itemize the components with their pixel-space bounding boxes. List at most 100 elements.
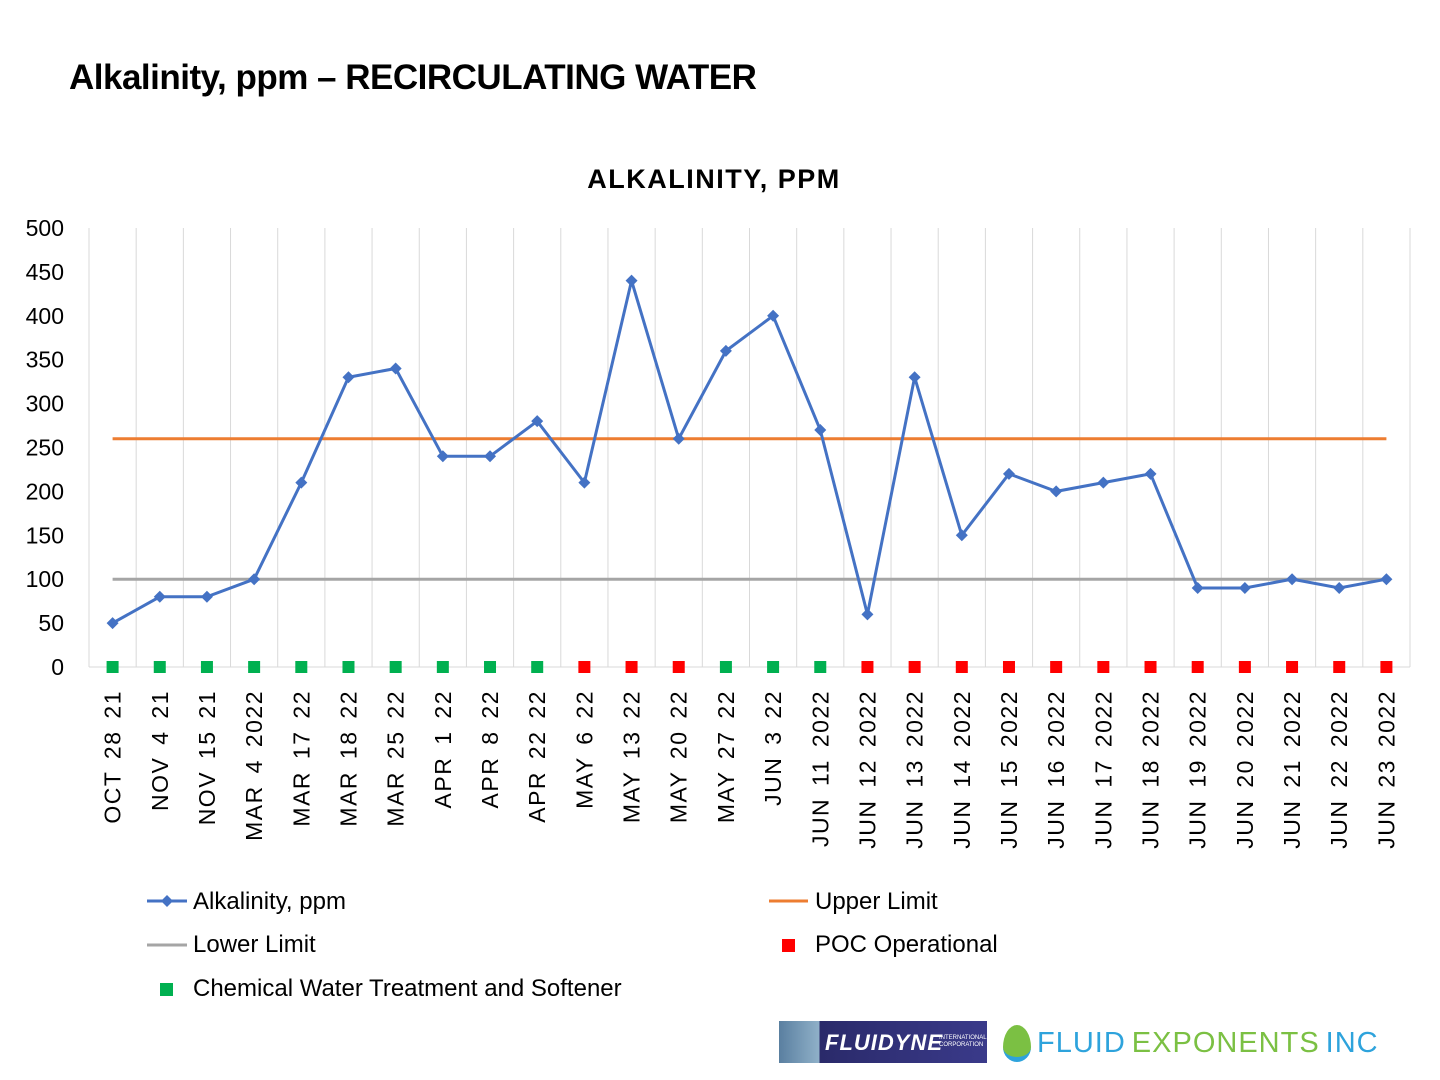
alkalinity-point xyxy=(248,573,261,586)
fluidyne-logo: FLUIDYNE INTERNATIONAL CORPORATION xyxy=(779,1021,987,1063)
chemical-treatment-marker xyxy=(389,661,402,673)
chemical-treatment-marker xyxy=(248,661,261,673)
y-tick-label: 450 xyxy=(26,259,64,285)
x-tick-label: MAY 20 22 xyxy=(666,690,692,823)
x-tick-label: JUN 12 2022 xyxy=(854,690,880,849)
x-tick-label: JUN 19 2022 xyxy=(1185,690,1211,849)
poc-operational-marker xyxy=(1238,661,1251,673)
water-drop-icon xyxy=(1003,1024,1031,1062)
logo-word-2: EXPONENTS xyxy=(1131,1026,1320,1059)
x-tick-label: JUN 16 2022 xyxy=(1043,690,1069,849)
chart-title: ALKALINITY, PPM xyxy=(587,164,841,194)
x-tick-label: MAR 4 2022 xyxy=(241,690,267,841)
chemical-treatment-marker xyxy=(342,661,355,673)
alkalinity-point xyxy=(955,529,968,542)
x-tick-label: JUN 22 2022 xyxy=(1326,690,1352,849)
x-tick-label: MAY 27 22 xyxy=(713,690,739,823)
fluidyne-logo-sub: INTERNATIONAL CORPORATION xyxy=(939,1035,987,1048)
alkalinity-point xyxy=(1191,581,1204,594)
alkalinity-point xyxy=(719,344,732,357)
y-tick-label: 0 xyxy=(51,654,64,680)
alkalinity-point xyxy=(1333,581,1346,594)
y-tick-label: 150 xyxy=(26,522,64,548)
y-tick-label: 50 xyxy=(38,610,64,636)
y-tick-label: 200 xyxy=(26,478,64,504)
x-tick-label: JUN 11 2022 xyxy=(807,690,833,847)
y-tick-label: 250 xyxy=(26,435,64,461)
x-tick-label: APR 1 22 xyxy=(430,690,456,808)
x-tick-label: MAR 25 22 xyxy=(383,690,409,827)
alkalinity-point xyxy=(200,590,213,603)
legend-poc-label: POC Operational xyxy=(815,931,998,958)
y-tick-label: 350 xyxy=(26,347,64,373)
x-tick-label: JUN 17 2022 xyxy=(1090,690,1116,849)
y-tick-label: 400 xyxy=(26,303,64,329)
legend-lower-label: Lower Limit xyxy=(193,931,316,958)
alkalinity-point xyxy=(342,371,355,384)
x-tick-label: APR 22 22 xyxy=(524,690,550,823)
x-tick-label: JUN 14 2022 xyxy=(949,690,975,849)
alkalinity-point xyxy=(672,432,685,445)
chemical-treatment-marker xyxy=(200,661,213,673)
alkalinity-point xyxy=(436,450,449,463)
poc-operational-marker xyxy=(1333,661,1346,673)
chemical-treatment-marker xyxy=(531,661,544,673)
alkalinity-point xyxy=(1144,467,1157,480)
alkalinity-point xyxy=(1002,467,1015,480)
poc-operational-marker xyxy=(1286,661,1299,673)
x-tick-label: MAR 18 22 xyxy=(335,690,361,827)
y-tick-label: 500 xyxy=(26,215,64,241)
alkalinity-point xyxy=(1238,581,1251,594)
x-tick-label: NOV 15 21 xyxy=(194,690,220,825)
x-tick-label: JUN 3 22 xyxy=(760,690,786,806)
fluidyne-logo-text: FLUIDYNE xyxy=(825,1030,943,1055)
alkalinity-point xyxy=(1050,485,1063,498)
poc-operational-marker xyxy=(1002,661,1015,673)
alkalinity-line xyxy=(111,274,1387,625)
poc-operational-marker xyxy=(1097,661,1110,673)
legend-upper-label: Upper Limit xyxy=(815,888,938,915)
chemical-treatment-marker xyxy=(767,661,780,673)
poc-operational-marker xyxy=(625,661,638,673)
alkalinity-point xyxy=(295,476,308,489)
legend-alkalinity-marker xyxy=(161,895,173,907)
poc-operational-marker xyxy=(1380,661,1393,673)
legend-chemical-swatch xyxy=(160,983,173,996)
y-tick-label: 100 xyxy=(26,566,64,592)
alkalinity-point xyxy=(578,476,591,489)
chemical-treatment-marker xyxy=(295,661,308,673)
legend-alkalinity-label: Alkalinity, ppm xyxy=(193,888,346,915)
alkalinity-point xyxy=(861,608,874,621)
poc-operational-marker xyxy=(578,661,591,673)
alkalinity-point xyxy=(767,309,780,322)
chemical-treatment-marker xyxy=(719,661,732,673)
y-tick-label: 300 xyxy=(26,391,64,417)
logo-word-1: FLUID xyxy=(1037,1026,1126,1059)
chemical-treatment-marker xyxy=(814,661,827,673)
alkalinity-point xyxy=(389,362,402,375)
x-tick-label: JUN 23 2022 xyxy=(1373,690,1399,849)
alkalinity-point xyxy=(1286,573,1299,586)
chemical-treatment-marker xyxy=(436,661,449,673)
alkalinity-point xyxy=(106,617,119,630)
poc-operational-marker xyxy=(861,661,874,673)
legend-poc-swatch xyxy=(782,939,795,952)
x-tick-label: JUN 13 2022 xyxy=(902,690,928,849)
poc-operational-marker xyxy=(908,661,921,673)
poc-operational-marker xyxy=(1050,661,1063,673)
x-tick-label: OCT 28 21 xyxy=(100,690,126,824)
chemical-treatment-marker xyxy=(153,661,166,673)
alkalinity-point xyxy=(1097,476,1110,489)
fluid-exponents-logo: FLUID EXPONENTS INC xyxy=(1003,1021,1379,1065)
poc-operational-marker xyxy=(1191,661,1204,673)
alkalinity-point xyxy=(1380,573,1393,586)
x-tick-label: JUN 18 2022 xyxy=(1138,690,1164,849)
poc-operational-marker xyxy=(1144,661,1157,673)
x-tick-label: JUN 20 2022 xyxy=(1232,690,1258,849)
x-tick-label: JUN 21 2022 xyxy=(1279,690,1305,849)
poc-operational-marker xyxy=(955,661,968,673)
x-tick-label: APR 8 22 xyxy=(477,690,503,808)
x-tick-label: JUN 15 2022 xyxy=(996,690,1022,849)
alkalinity-point xyxy=(531,415,544,428)
